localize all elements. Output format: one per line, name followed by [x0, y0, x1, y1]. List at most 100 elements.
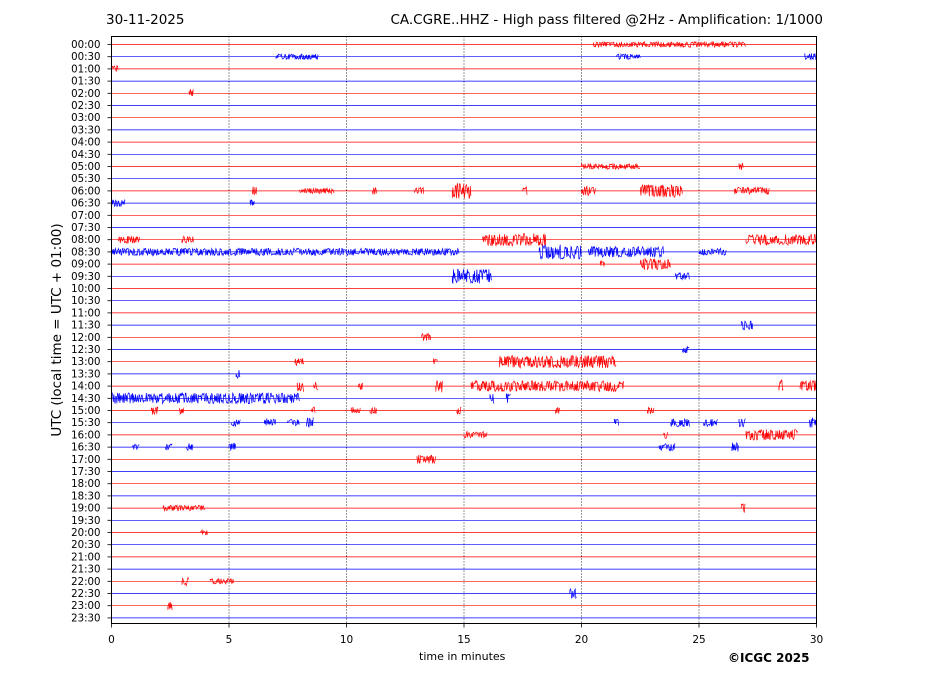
trace-burst	[235, 370, 241, 380]
trace-burst	[581, 185, 596, 196]
y-tick-label: 22:30	[71, 589, 100, 600]
y-tick-label: 12:30	[71, 345, 100, 356]
y-tick-label: 11:30	[71, 321, 100, 332]
y-tick-label: 19:00	[71, 504, 100, 515]
trace-burst	[209, 577, 234, 585]
trace-burst	[186, 443, 194, 451]
x-axis-label: time in minutes	[419, 650, 506, 663]
x-tick-label: 0	[108, 634, 115, 646]
trace-burst	[738, 162, 744, 170]
y-tick-label: 09:30	[71, 272, 100, 283]
copyright-label: ©ICGC 2025	[728, 651, 810, 665]
y-tick-label: 19:30	[71, 516, 100, 527]
y-tick-label: 17:30	[71, 467, 100, 478]
y-tick-label: 15:30	[71, 418, 100, 429]
y-tick-label: 15:00	[71, 406, 100, 417]
y-tick-label: 10:00	[71, 284, 100, 295]
trace-burst	[569, 587, 577, 600]
trace-burst	[230, 418, 241, 428]
trace-burst	[310, 406, 316, 413]
y-tick-label: 14:30	[71, 394, 100, 405]
trace-burst	[252, 186, 258, 196]
trace-burst	[738, 418, 746, 428]
trace-burst	[804, 53, 817, 61]
trace-burst	[372, 186, 377, 195]
y-tick-label: 06:00	[71, 186, 100, 197]
grid-lines	[228, 36, 700, 624]
y-tick-label: 09:00	[71, 260, 100, 271]
y-tick-label: 05:00	[71, 162, 100, 173]
trace-burst	[118, 235, 140, 244]
y-tick-label: 13:30	[71, 369, 100, 380]
x-tick-label: 5	[226, 634, 233, 646]
trace-burst	[745, 429, 798, 441]
y-tick-label: 16:00	[71, 430, 100, 441]
trace-burst	[538, 244, 582, 261]
y-tick-label: 05:30	[71, 174, 100, 185]
trace-burst	[357, 382, 363, 391]
y-tick-label: 02:00	[71, 89, 100, 100]
y-tick-label: 13:00	[71, 357, 100, 368]
trace-burst	[639, 184, 683, 198]
trace-burst	[275, 53, 319, 61]
trace-burst	[599, 260, 605, 267]
y-tick-label: 11:00	[71, 308, 100, 319]
seismic-traces	[111, 40, 817, 619]
y-tick-label: 14:00	[71, 382, 100, 393]
trace-burst	[188, 89, 194, 97]
y-tick-label: 00:00	[71, 40, 100, 51]
y-tick-label: 01:00	[71, 64, 100, 75]
trace-burst	[670, 418, 690, 428]
trace-burst	[482, 233, 547, 247]
y-tick-label: 18:00	[71, 479, 100, 490]
y-tick-label: 01:30	[71, 77, 100, 88]
trace-burst	[167, 601, 173, 611]
trace-burst	[181, 576, 189, 587]
trace-burst	[451, 182, 472, 199]
trace-burst	[703, 419, 718, 428]
date-label: 30-11-2025	[106, 12, 185, 28]
trace-burst	[263, 417, 277, 426]
trace-burst	[181, 235, 194, 244]
trace-burst	[740, 503, 746, 513]
trace-burst	[740, 320, 754, 331]
y-tick-label: 04:00	[71, 138, 100, 149]
trace-burst	[498, 354, 617, 369]
trace-burst	[296, 382, 305, 392]
trace-burst	[698, 247, 727, 256]
x-tick-label: 10	[340, 634, 353, 646]
trace-burst	[435, 380, 443, 393]
x-tick-label: 25	[692, 634, 705, 646]
y-tick-label: 20:30	[71, 540, 100, 551]
y-tick-label: 03:30	[71, 125, 100, 136]
trace-burst	[658, 443, 676, 452]
trace-burst	[522, 186, 528, 195]
trace-burst	[555, 407, 561, 414]
trace-burst	[421, 332, 432, 341]
trace-burst	[614, 418, 619, 426]
chart-title: CA.CGRE..HHZ - High pass filtered @2Hz -…	[390, 12, 823, 28]
trace-burst	[165, 443, 173, 451]
y-tick-label: 02:30	[71, 101, 100, 112]
trace-burst	[287, 418, 300, 427]
trace-burst	[592, 40, 746, 49]
y-tick-label: 03:00	[71, 113, 100, 124]
trace-burst	[313, 381, 318, 391]
trace-burst	[809, 417, 817, 428]
trace-burst	[451, 268, 492, 285]
y-tick-label: 23:00	[71, 601, 100, 612]
trace-burst	[489, 394, 495, 404]
y-tick-label: 18:30	[71, 491, 100, 502]
y-tick-label: 00:30	[71, 52, 100, 63]
trace-burst	[179, 407, 185, 415]
trace-burst	[505, 393, 511, 403]
trace-burst	[111, 247, 460, 257]
y-tick-label: 20:00	[71, 528, 100, 539]
trace-burst	[639, 257, 671, 271]
trace-burst	[456, 406, 462, 415]
y-tick-label: 10:30	[71, 296, 100, 307]
y-tick-label: 21:00	[71, 552, 100, 563]
trace-burst	[200, 528, 208, 536]
trace-burst	[111, 199, 126, 207]
